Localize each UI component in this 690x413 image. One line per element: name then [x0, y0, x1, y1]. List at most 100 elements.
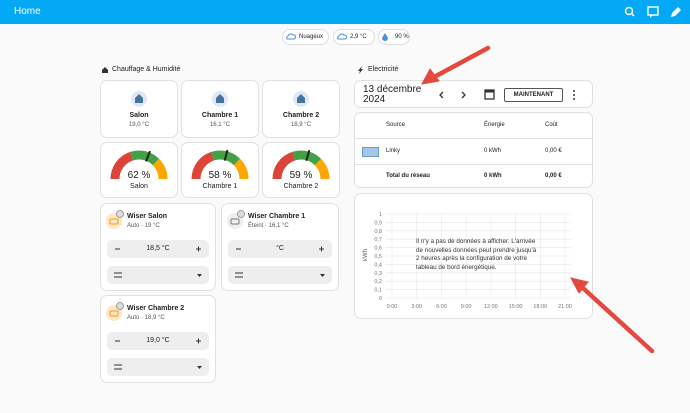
thermostat-name: Wiser Salon: [127, 213, 168, 220]
room-card[interactable]: Salon 19,0 °C: [100, 80, 178, 138]
legend-swatch: [362, 147, 379, 157]
room-name: Chambre 1: [201, 112, 239, 119]
x-tick-label: 0:00: [387, 304, 398, 310]
y-tick-label: 0,2: [374, 279, 382, 285]
mode-icons: [114, 364, 202, 370]
divider: [355, 138, 592, 139]
x-tick-label: 6:00: [436, 304, 447, 310]
y-tick-label: 0,9: [374, 220, 382, 226]
icon: [230, 218, 240, 225]
temp-buttons: [115, 246, 201, 252]
gauge-name: Chambre 2: [283, 183, 319, 190]
badge-icons: [286, 33, 388, 41]
thermostat-card: Wiser Salon Auto · 19 °C 18,5 °C: [100, 203, 216, 291]
temp-control[interactable]: 18,5 °C: [107, 240, 209, 258]
energy-chart-card: kWh 0 0,1 0,2 0,3 0,4 0,5 0,6 0,7 0,8 0,9 1 0:00 3:00…: [354, 193, 593, 319]
badge-text: Nuageux: [299, 34, 324, 40]
icon-badge: [116, 302, 124, 310]
room-card[interactable]: Chambre 2 18,9 °C: [262, 80, 340, 138]
gauge-needle: [305, 149, 311, 162]
room-icon: [212, 91, 228, 107]
temp-control[interactable]: °C: [228, 240, 332, 258]
gauge-card: 58 % Chambre 1: [181, 142, 259, 198]
sliders: [235, 272, 243, 278]
gauge-segment: [110, 151, 134, 180]
plus: [196, 338, 201, 344]
badge-text: 2,9 °C: [350, 34, 367, 40]
table-cell: 0 kWh: [484, 173, 502, 179]
table-header: Source: [386, 122, 406, 128]
gauge-segment: [152, 158, 168, 180]
y-tick-label: 0: [379, 296, 382, 302]
gauge-value: 62 %: [127, 170, 151, 181]
icon-badge: [116, 210, 124, 218]
room-icon: [293, 91, 309, 107]
room-card[interactable]: Chambre 1 16,1 °C: [181, 80, 259, 138]
gauge-segment: [130, 150, 160, 166]
gauge: [272, 149, 330, 180]
energy-chart: kWh 0 0,1 0,2 0,3 0,4 0,5 0,6 0,7 0,8 0,9 1 0:00 3:00…: [363, 212, 572, 310]
table-cell: Linky: [386, 148, 401, 154]
table-cell: 0,00 €: [545, 173, 562, 179]
table-cell: Total du réseau: [386, 173, 430, 179]
thermostat-icon: [106, 210, 124, 229]
room-temp: 18,9 °C: [290, 122, 312, 128]
mode-select[interactable]: [228, 266, 332, 284]
y-tick-label: 0,4: [374, 262, 382, 268]
badge[interactable]: 2,9 °C: [333, 29, 375, 45]
x-tick-label: 3:00: [411, 304, 422, 310]
table-cell: 0,00 €: [545, 148, 562, 154]
temp-buttons: [115, 338, 201, 344]
page-title: Home: [14, 6, 41, 17]
icon-badge: [237, 210, 245, 218]
now-button[interactable]: MAINTENANT: [504, 88, 563, 102]
table-header: Énergie: [484, 122, 505, 128]
date: 13 décembre 2024: [363, 84, 422, 105]
icon: [135, 94, 143, 103]
temp-control[interactable]: 19,0 °C: [107, 332, 209, 350]
y-tick-label: 0,5: [374, 254, 382, 260]
y-tick-label: 0,1: [374, 288, 382, 294]
date-nav[interactable]: [435, 88, 505, 102]
y-tick-label: 0,8: [374, 229, 382, 235]
top-bar: Home: [0, 0, 690, 24]
y-tick-label: 0,7: [374, 237, 382, 243]
gauge: [110, 150, 168, 180]
thermostat-name: Wiser Chambre 1: [248, 213, 306, 220]
x-tick-label: 12:00: [484, 304, 498, 310]
sliders: [114, 272, 122, 278]
section-title: Electricité: [368, 66, 399, 73]
dropdown: [197, 366, 202, 369]
mode-select[interactable]: [107, 358, 209, 376]
gauge-card: 62 % Salon: [100, 142, 178, 198]
thermostat-card: Wiser Chambre 1 Éteint · 16,1 °C °C: [221, 203, 339, 291]
gauge-segment: [191, 151, 215, 180]
x-tick-label: 18:00: [533, 304, 547, 310]
mode-icons: [114, 272, 202, 278]
icon: [216, 94, 224, 103]
badge-text: 90 %: [395, 34, 409, 40]
temp-target: 19,0 °C: [146, 337, 170, 344]
thermostat-state: Auto · 18,9 °C: [127, 315, 165, 321]
divider: [355, 164, 592, 165]
room-temp: 19,0 °C: [128, 122, 150, 128]
room-name: Chambre 2: [282, 112, 320, 119]
room-icon: [131, 91, 147, 107]
menu-icon[interactable]: [571, 89, 577, 101]
badge[interactable]: 90 %: [378, 29, 410, 45]
empty-message: Il n'y a pas de données à afficher. L'ar…: [416, 238, 537, 271]
gauge: [191, 149, 249, 180]
mode-icons: [235, 272, 325, 278]
energy-table: Source Énergie Coût Linky 0 kWh 0,00 € T…: [354, 112, 593, 188]
toolbar-icons[interactable]: [620, 4, 686, 20]
badge[interactable]: Nuageux: [282, 29, 329, 45]
section-title: Chauffage & Humidité: [112, 66, 181, 73]
sliders: [114, 364, 122, 370]
gauge-value: 58 %: [208, 170, 232, 181]
thermostat-icon: [106, 302, 124, 321]
gauge-segment: [233, 158, 249, 180]
y-tick-label: 0,6: [374, 246, 382, 252]
thermostat-card: Wiser Chambre 2 Auto · 18,9 °C 19,0 °C: [100, 295, 216, 383]
mode-select[interactable]: [107, 266, 209, 284]
gauge-card: 59 % Chambre 2: [262, 142, 340, 198]
